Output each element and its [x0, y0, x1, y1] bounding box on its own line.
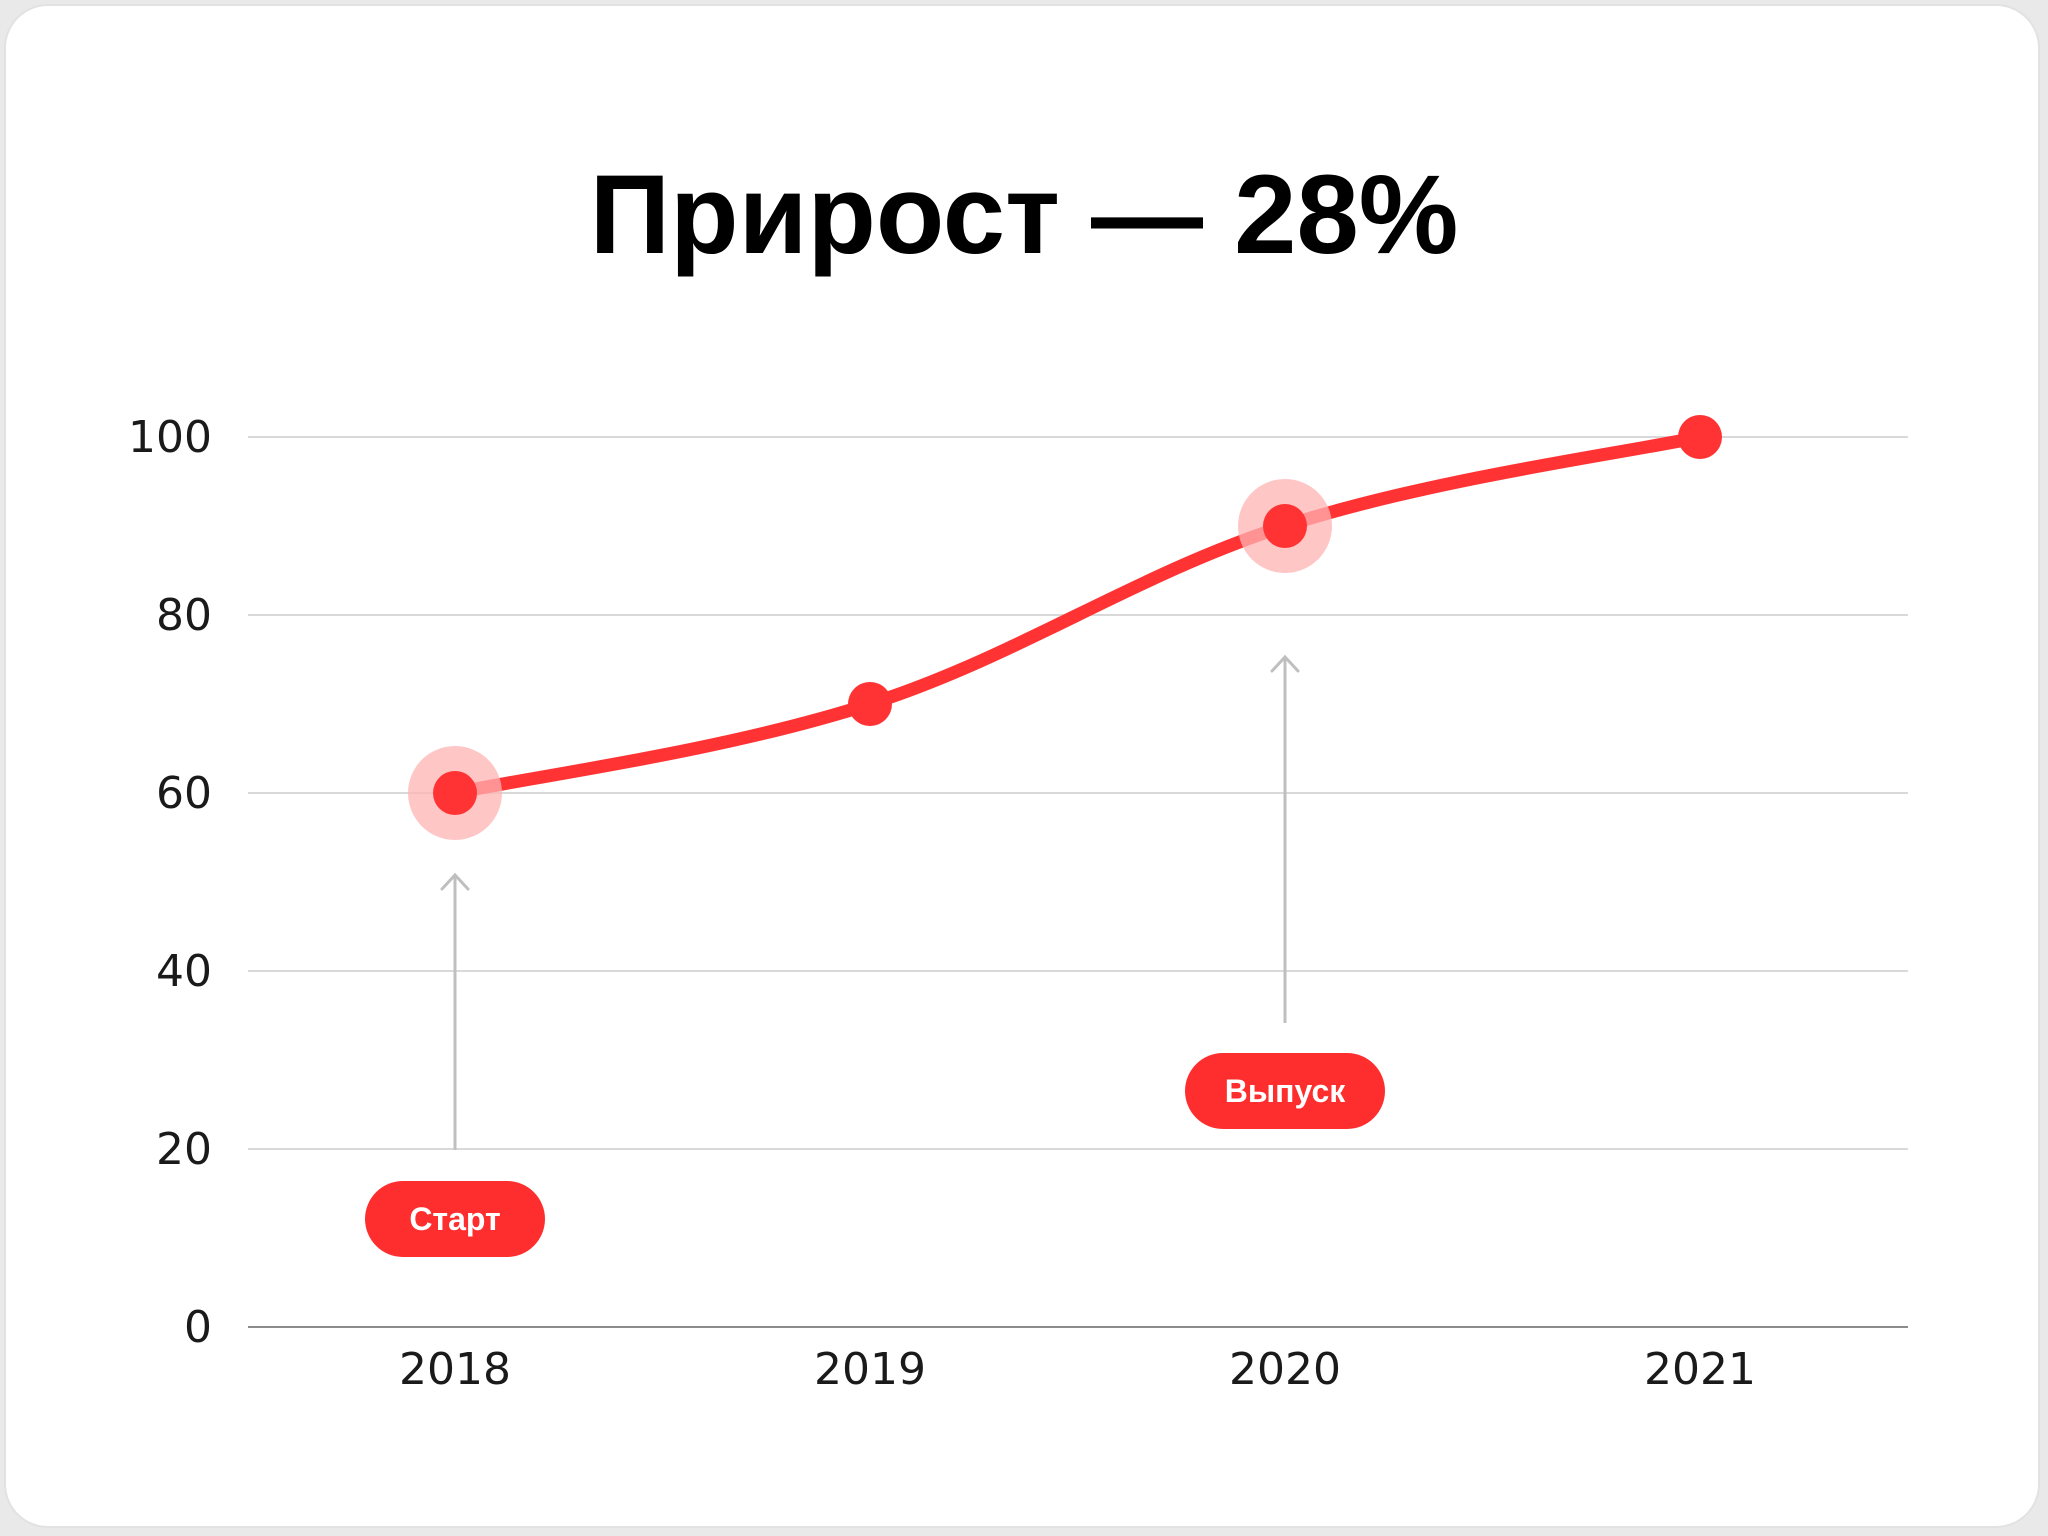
data-point — [848, 682, 892, 726]
x-tick-label: 2018 — [399, 1344, 511, 1395]
data-point — [433, 771, 477, 815]
annotation-pill — [365, 1181, 545, 1257]
series — [448, 430, 1707, 800]
annotation-1: Старт — [365, 872, 545, 1257]
y-tick-label: 100 — [128, 412, 212, 463]
y-axis-ticks: 0 20 40 60 80 100 — [128, 412, 212, 1353]
annotations: Старт Выпуск — [365, 654, 1385, 1257]
data-points — [408, 415, 1722, 840]
annotation-pill — [1185, 1053, 1385, 1129]
y-tick-label: 80 — [156, 590, 212, 641]
annotation-label: Старт — [409, 1201, 500, 1237]
x-axis-ticks: 2018 2019 2020 2021 — [399, 1344, 1756, 1395]
y-tick-label: 60 — [156, 768, 212, 819]
y-tick-label: 0 — [184, 1302, 212, 1353]
y-tick-label: 20 — [156, 1124, 212, 1175]
arrow-head-icon — [1270, 654, 1300, 673]
data-point — [1678, 415, 1722, 459]
chart-card — [4, 4, 2040, 1528]
x-tick-label: 2019 — [814, 1344, 926, 1395]
x-tick-label: 2021 — [1644, 1344, 1756, 1395]
x-tick-label: 2020 — [1229, 1344, 1341, 1395]
chart-title: Прирост — 28% — [589, 152, 1459, 277]
arrow-head-icon — [440, 872, 470, 891]
annotation-2: Выпуск — [1185, 654, 1385, 1129]
annotation-label: Выпуск — [1225, 1073, 1347, 1109]
data-point — [1263, 504, 1307, 548]
series-line — [448, 430, 1707, 800]
y-tick-label: 40 — [156, 946, 212, 997]
